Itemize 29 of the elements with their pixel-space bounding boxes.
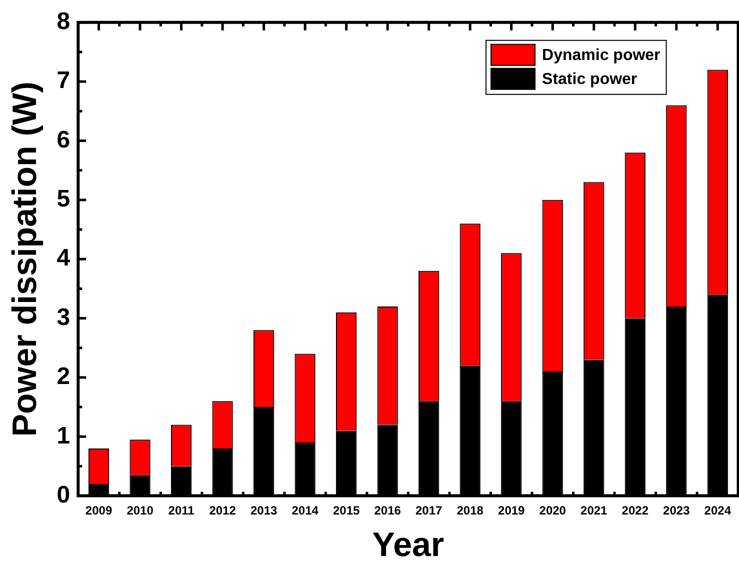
x-axis-title: Year — [372, 526, 444, 564]
x-tick-label: 2013 — [250, 503, 278, 518]
x-tick-label: 2021 — [580, 503, 608, 518]
x-tick-label: 2016 — [374, 503, 402, 518]
x-tick-label: 2012 — [209, 503, 236, 518]
x-tick-label: 2015 — [332, 503, 360, 518]
y-tick-label: 0 — [56, 481, 70, 508]
x-tick-label: 2009 — [85, 503, 112, 518]
x-tick-label: 2017 — [415, 503, 443, 518]
y-tick-label: 3 — [56, 304, 70, 331]
y-tick-label: 5 — [56, 186, 70, 213]
x-tick-label: 2018 — [456, 503, 484, 518]
x-tick-label: 2011 — [168, 503, 195, 518]
y-axis-title: Power dissipation (W) — [6, 82, 44, 437]
y-tick-label: 6 — [56, 126, 70, 154]
y-tick-label: 1 — [56, 422, 70, 450]
x-tick-label: 2014 — [292, 503, 319, 518]
x-tick-label: 2010 — [126, 503, 154, 518]
y-tick-label: 8 — [56, 8, 70, 36]
legend-label: Static power — [542, 70, 638, 88]
x-tick-label: 2023 — [663, 503, 690, 518]
y-tick-label: 7 — [56, 67, 70, 94]
x-tick-label: 2022 — [622, 503, 649, 518]
x-tick-label: 2019 — [498, 503, 526, 518]
x-tick-label: 2020 — [539, 503, 566, 518]
legend-label: Dynamic power — [542, 46, 660, 64]
x-tick-label: 2024 — [704, 503, 732, 518]
y-tick-label: 4 — [56, 244, 71, 272]
y-tick-label: 2 — [56, 363, 70, 390]
